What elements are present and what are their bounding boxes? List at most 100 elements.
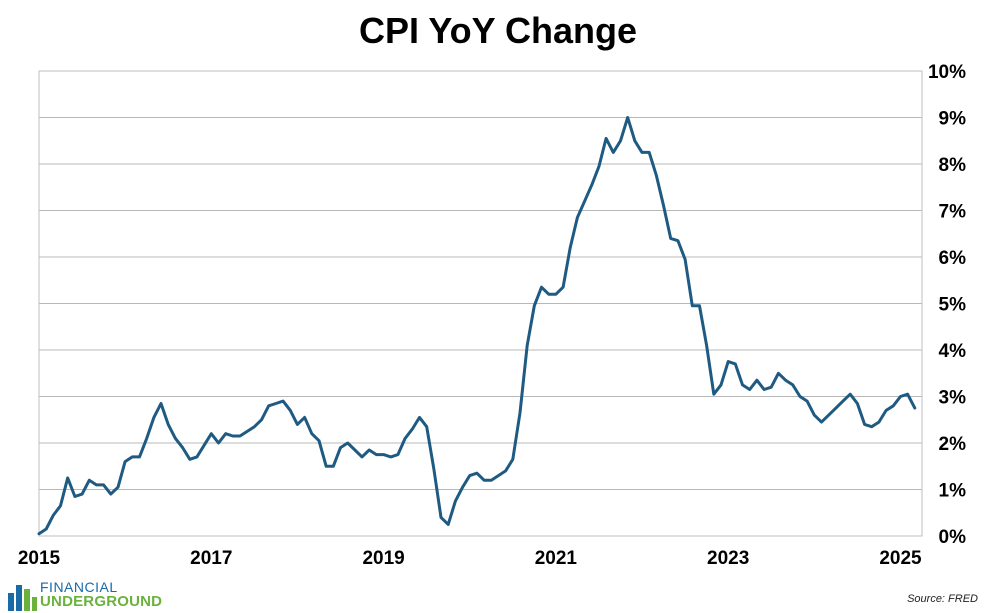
data-point — [755, 379, 758, 382]
data-point — [195, 455, 198, 458]
data-point — [368, 448, 371, 451]
data-point — [167, 423, 170, 426]
data-point — [849, 393, 852, 396]
data-point — [777, 372, 780, 375]
data-point — [102, 483, 105, 486]
data-point — [475, 472, 478, 475]
data-point — [490, 479, 493, 482]
data-point — [913, 407, 916, 410]
data-point — [719, 383, 722, 386]
data-point — [174, 437, 177, 440]
data-point — [748, 388, 751, 391]
data-point — [246, 430, 249, 433]
logo-text-bottom: UNDERGROUND — [40, 593, 163, 610]
data-point — [547, 293, 550, 296]
y-tick-label: 7% — [939, 202, 967, 223]
data-point — [820, 421, 823, 424]
data-point — [353, 448, 356, 451]
data-point — [691, 304, 694, 307]
data-point — [597, 165, 600, 168]
x-tick-label: 2015 — [18, 548, 61, 569]
data-point — [138, 455, 141, 458]
data-point — [583, 200, 586, 203]
y-tick-label: 0% — [939, 527, 967, 548]
y-tick-label: 9% — [939, 109, 967, 130]
x-tick-label: 2023 — [707, 548, 749, 569]
data-point — [877, 421, 880, 424]
y-tick-label: 5% — [939, 295, 967, 316]
data-point — [325, 465, 328, 468]
data-point — [662, 204, 665, 207]
data-point — [461, 486, 464, 489]
data-point — [188, 458, 191, 461]
data-point — [303, 416, 306, 419]
data-point — [396, 453, 399, 456]
data-point — [411, 428, 414, 431]
data-point — [504, 469, 507, 472]
logo-mark-icon — [8, 585, 37, 611]
data-point — [784, 379, 787, 382]
data-point — [88, 479, 91, 482]
source-note: Source: FRED — [907, 593, 978, 605]
chart-title: CPI YoY Change — [358, 10, 638, 51]
data-point — [605, 137, 608, 140]
data-point — [554, 293, 557, 296]
data-point — [770, 386, 773, 389]
cpi-yoy-line — [37, 116, 917, 536]
y-tick-label: 6% — [939, 248, 967, 269]
data-point — [806, 400, 809, 403]
data-point — [181, 446, 184, 449]
data-point — [145, 437, 148, 440]
data-point — [626, 116, 629, 119]
y-tick-label: 3% — [939, 388, 967, 409]
data-point — [289, 409, 292, 412]
data-point — [526, 344, 529, 347]
data-point — [648, 151, 651, 154]
data-point — [260, 418, 263, 421]
data-point — [152, 416, 155, 419]
data-point — [124, 460, 127, 463]
data-point — [533, 304, 536, 307]
data-point — [791, 383, 794, 386]
data-point — [569, 246, 572, 249]
data-point — [38, 532, 40, 535]
data-point — [734, 362, 737, 365]
data-point — [899, 395, 902, 398]
y-tick-label: 2% — [939, 434, 967, 455]
data-point — [447, 523, 450, 526]
data-point — [590, 183, 593, 186]
data-point — [511, 458, 514, 461]
data-point — [834, 407, 837, 410]
financial-underground-logo: FINANCIAL UNDERGROUND — [6, 579, 166, 611]
data-point — [73, 495, 76, 498]
data-point — [827, 414, 830, 417]
data-point — [239, 435, 242, 438]
data-point — [669, 237, 672, 240]
data-point — [231, 435, 234, 438]
data-point — [282, 400, 285, 403]
data-point — [317, 439, 320, 442]
data-point — [346, 442, 349, 444]
data-point — [203, 444, 206, 447]
data-point — [562, 286, 565, 289]
y-tick-label: 4% — [939, 341, 967, 362]
data-point — [267, 404, 270, 407]
data-point — [253, 425, 256, 428]
grid-lines — [39, 70, 922, 537]
data-point — [45, 528, 48, 531]
y-tick-label: 8% — [939, 155, 967, 176]
x-tick-label: 2021 — [535, 548, 578, 569]
data-point — [339, 446, 342, 449]
y-tick-label: 1% — [939, 481, 967, 502]
data-point — [274, 402, 277, 405]
data-point — [375, 453, 378, 456]
data-point — [404, 437, 407, 440]
data-point — [468, 474, 471, 477]
data-point — [798, 395, 801, 398]
data-point — [332, 465, 335, 468]
data-point — [870, 425, 873, 428]
data-point — [296, 423, 299, 426]
data-point — [116, 486, 119, 489]
data-point — [432, 467, 435, 470]
plot-frame — [38, 70, 923, 537]
